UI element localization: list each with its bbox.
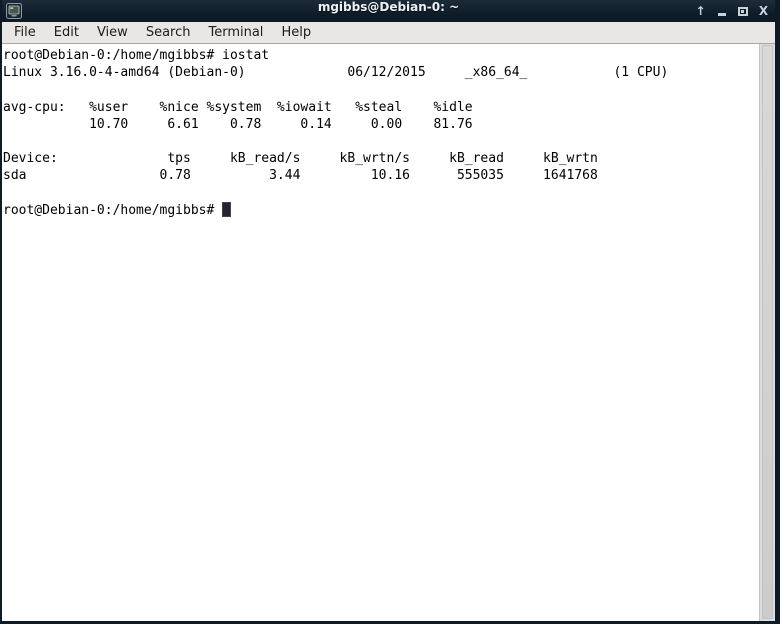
maximize-icon	[737, 6, 748, 16]
terminal-output-line	[3, 133, 759, 150]
terminal-app-icon[interactable]	[6, 3, 22, 19]
window-title: mgibbs@Debian-0: ~	[317, 0, 460, 14]
maximize-button[interactable]	[736, 3, 749, 19]
menu-help[interactable]: Help	[281, 24, 312, 40]
shell-prompt-line: root@Debian-0:/home/mgibbs#	[3, 201, 759, 219]
menu-file[interactable]: File	[14, 24, 36, 40]
terminal-output-line	[3, 185, 759, 202]
terminal-output-line: Linux 3.16.0-4-amd64 (Debian-0) 06/12/20…	[3, 65, 669, 81]
terminal-output-line: Device: tps kB_read/s kB_wrtn/s kB_read …	[3, 151, 598, 167]
terminal-output-line: avg-cpu: %user %nice %system %iowait %st…	[3, 99, 473, 115]
shell-prompt: root@Debian-0:/home/mgibbs#	[3, 202, 223, 218]
minimize-button[interactable]	[715, 3, 728, 19]
terminal-content: root@Debian-0:/home/mgibbs# iostat Linux…	[2, 44, 775, 621]
close-button[interactable]: X	[757, 3, 770, 19]
menubar: File Edit View Search Terminal Help	[2, 22, 775, 44]
scrollbar-thumb[interactable]	[762, 45, 773, 619]
menu-edit[interactable]: Edit	[53, 24, 79, 40]
close-icon: X	[758, 4, 769, 18]
window-controls: ↑ X	[694, 0, 770, 22]
terminal-output-line: root@Debian-0:/home/mgibbs# iostat	[3, 48, 270, 63]
menu-terminal[interactable]: Terminal	[208, 24, 264, 40]
text-cursor	[222, 201, 232, 217]
terminal-output-line: sda 0.78 3.44 10.16 555035 1641768	[3, 168, 598, 184]
shade-arrow-icon: ↑	[695, 4, 706, 18]
terminal-output-line: 10.70 6.61 0.78 0.14 0.00 81.76	[3, 116, 473, 132]
titlebar[interactable]: mgibbs@Debian-0: ~ ↑ X	[2, 0, 775, 22]
terminal-output-line	[3, 81, 759, 98]
menu-search[interactable]: Search	[145, 24, 191, 40]
shade-button[interactable]: ↑	[694, 3, 707, 19]
scrollbar[interactable]	[759, 44, 775, 621]
menu-view[interactable]: View	[96, 24, 128, 40]
terminal-screen[interactable]: root@Debian-0:/home/mgibbs# iostat Linux…	[2, 44, 759, 621]
minimize-icon	[717, 13, 726, 16]
